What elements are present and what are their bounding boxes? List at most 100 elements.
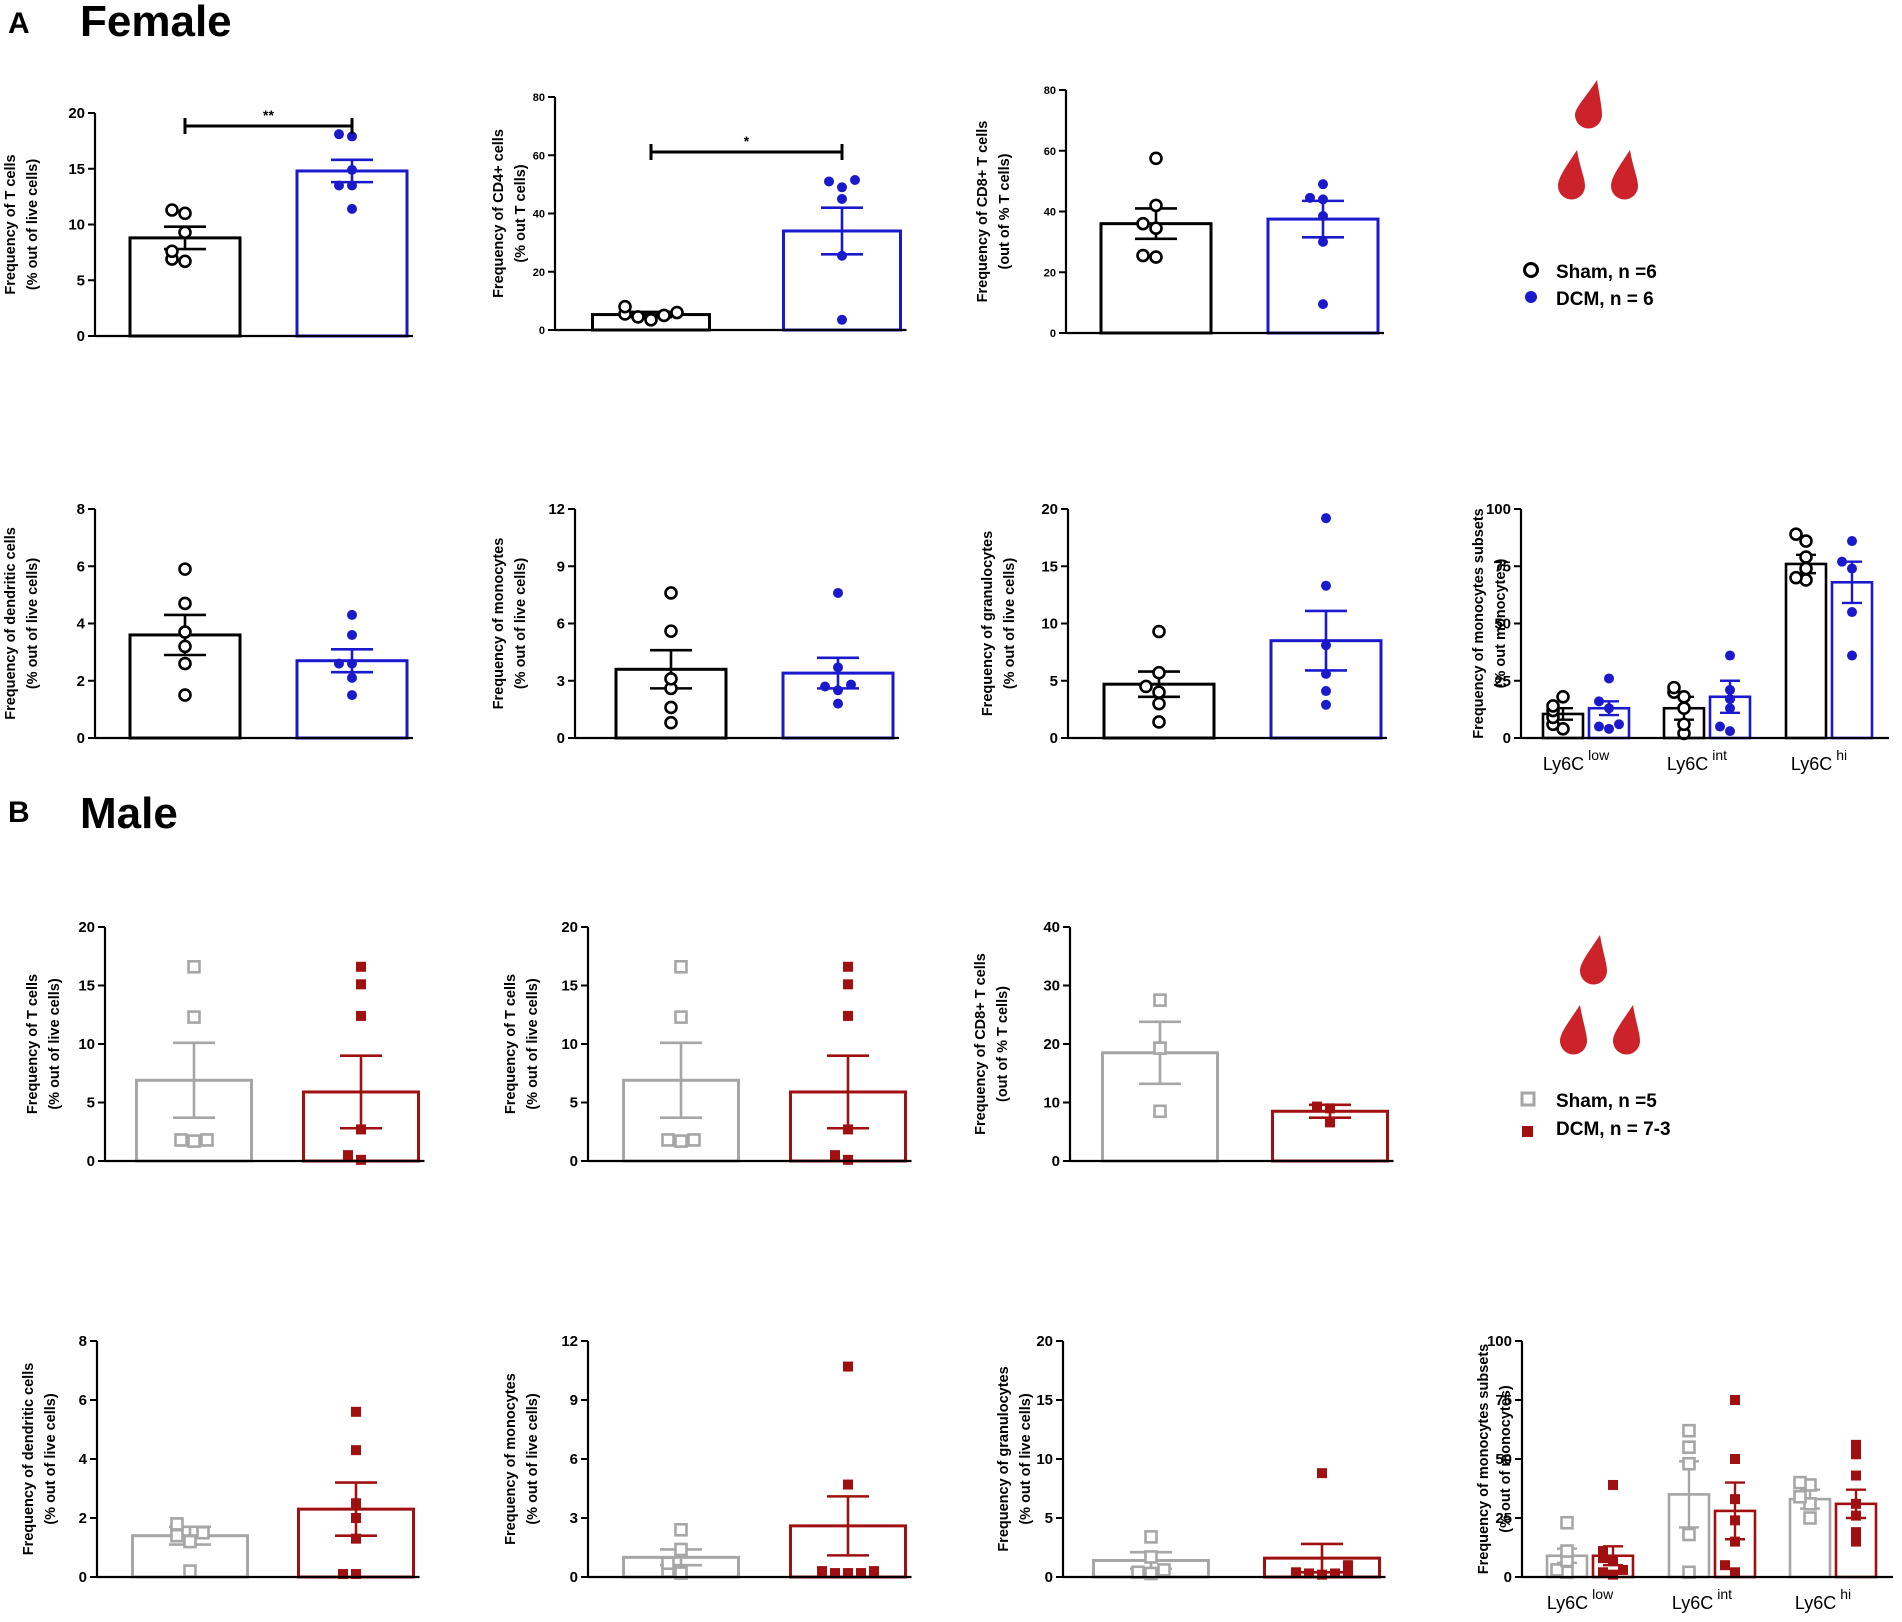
data-point	[1851, 1470, 1861, 1481]
data-point	[837, 250, 847, 261]
data-point	[1598, 1567, 1608, 1578]
y-tick-label: 15	[1041, 558, 1058, 575]
y-tick-label: 0	[79, 1569, 87, 1586]
data-point	[1725, 703, 1735, 714]
y-tick-label: 20	[1043, 1036, 1060, 1053]
y-axis-label: (% out of live cells)	[525, 1393, 541, 1524]
data-point	[1837, 556, 1847, 567]
data-point	[1789, 527, 1803, 541]
data-point	[1321, 580, 1331, 591]
chart-6: 0 5 10 15 20 Frequency of granulocytes (% out …	[980, 501, 1387, 747]
data-point	[843, 1154, 853, 1165]
data-point	[1725, 726, 1735, 737]
y-tick-label: 5	[1050, 673, 1058, 690]
data-point	[843, 979, 853, 990]
y-tick-label: 100	[1486, 501, 1511, 518]
data-point	[356, 1154, 366, 1165]
data-point	[1803, 1511, 1817, 1525]
data-point	[1560, 1515, 1574, 1530]
x-category-sup: hi	[1836, 747, 1847, 763]
significance-label: **	[263, 107, 274, 123]
y-tick-label: 5	[87, 1095, 95, 1112]
y-tick-label: 2	[79, 1510, 87, 1527]
data-point	[837, 182, 847, 193]
data-point	[1318, 211, 1328, 222]
y-axis-label: (% out of monocytes)	[1498, 1385, 1514, 1533]
data-point	[1682, 1456, 1696, 1471]
data-point	[843, 1479, 853, 1490]
data-point	[664, 624, 678, 638]
bar-sham	[1784, 562, 1828, 740]
chart-9: 0 5 10 15 20 Frequency of T cells (% out of li…	[503, 919, 912, 1170]
y-axis-label: (% out of live cells)	[525, 978, 541, 1109]
chart-10: 0 10 20 30 40 Frequency of CD8+ T cells (out o…	[973, 919, 1394, 1170]
data-point	[1799, 534, 1813, 548]
y-axis-label: Frequency of dendritic cells	[21, 1363, 37, 1556]
data-point	[1725, 684, 1735, 695]
data-point	[1725, 650, 1735, 661]
data-point	[1149, 250, 1163, 264]
chart-12: 0 3 6 9 12 Frequency of monocytes (% out of li…	[503, 1333, 912, 1586]
data-point	[833, 662, 843, 673]
bar-sham	[128, 633, 242, 740]
data-point	[1556, 689, 1570, 704]
data-point	[843, 1568, 853, 1579]
data-point	[347, 629, 357, 640]
data-point	[1847, 536, 1857, 547]
bar-sham	[1099, 222, 1213, 335]
data-point	[178, 688, 192, 702]
data-point	[1789, 570, 1803, 585]
data-point	[1550, 1563, 1564, 1577]
data-point	[1153, 1041, 1167, 1055]
data-point	[1799, 550, 1813, 564]
y-axis-label: Frequency of dendritic cells	[3, 527, 19, 720]
data-point	[1318, 236, 1328, 247]
data-point	[1560, 1544, 1574, 1558]
data-point	[351, 1569, 361, 1580]
y-tick-label: 15	[561, 978, 578, 995]
bar-sham	[128, 236, 242, 338]
y-axis-label: (% out of live cells)	[25, 558, 41, 689]
y-tick-label: 10	[78, 1036, 95, 1053]
y-axis-label: Frequency of monocytes subsets	[1476, 1344, 1492, 1574]
data-point	[356, 1124, 366, 1135]
legend-dcm-label: DCM, n = 6	[1556, 289, 1654, 310]
data-point	[1604, 703, 1614, 714]
data-point	[1149, 221, 1163, 236]
data-point	[187, 959, 201, 974]
y-tick-label: 0	[87, 1153, 95, 1170]
data-point	[334, 129, 344, 140]
y-tick-label: 5	[77, 272, 85, 289]
data-point	[1851, 1449, 1861, 1460]
data-point	[846, 679, 856, 690]
y-axis-label: (% out of live cells)	[1002, 558, 1018, 689]
data-point	[1682, 1527, 1696, 1542]
data-point	[347, 609, 357, 620]
data-point	[347, 690, 357, 701]
x-category-sup: int	[1712, 747, 1727, 763]
y-tick-label: 15	[1036, 1392, 1053, 1409]
data-point	[347, 131, 357, 142]
x-category-label: Ly6C hi	[1795, 1586, 1851, 1613]
data-point	[356, 961, 366, 972]
y-tick-label: 6	[557, 616, 565, 633]
y-tick-label: 10	[561, 1036, 578, 1053]
data-point	[351, 1445, 361, 1456]
data-point	[183, 1534, 197, 1549]
y-tick-label: 3	[570, 1510, 578, 1527]
data-point	[833, 685, 843, 696]
data-point	[1343, 1560, 1353, 1571]
x-category-label: Ly6C low	[1543, 747, 1610, 774]
y-tick-label: 4	[77, 616, 86, 633]
y-tick-label: 40	[533, 209, 545, 221]
data-point	[1157, 1563, 1171, 1577]
y-tick-label: 60	[1044, 146, 1056, 158]
y-axis-label: Frequency of CD8+ T cells	[975, 121, 991, 303]
data-point	[347, 164, 357, 175]
data-point	[1720, 1560, 1730, 1571]
data-point	[1318, 179, 1328, 190]
y-axis-label: (% out of live cells)	[47, 978, 63, 1109]
data-point	[664, 700, 678, 715]
data-point	[351, 1498, 361, 1509]
